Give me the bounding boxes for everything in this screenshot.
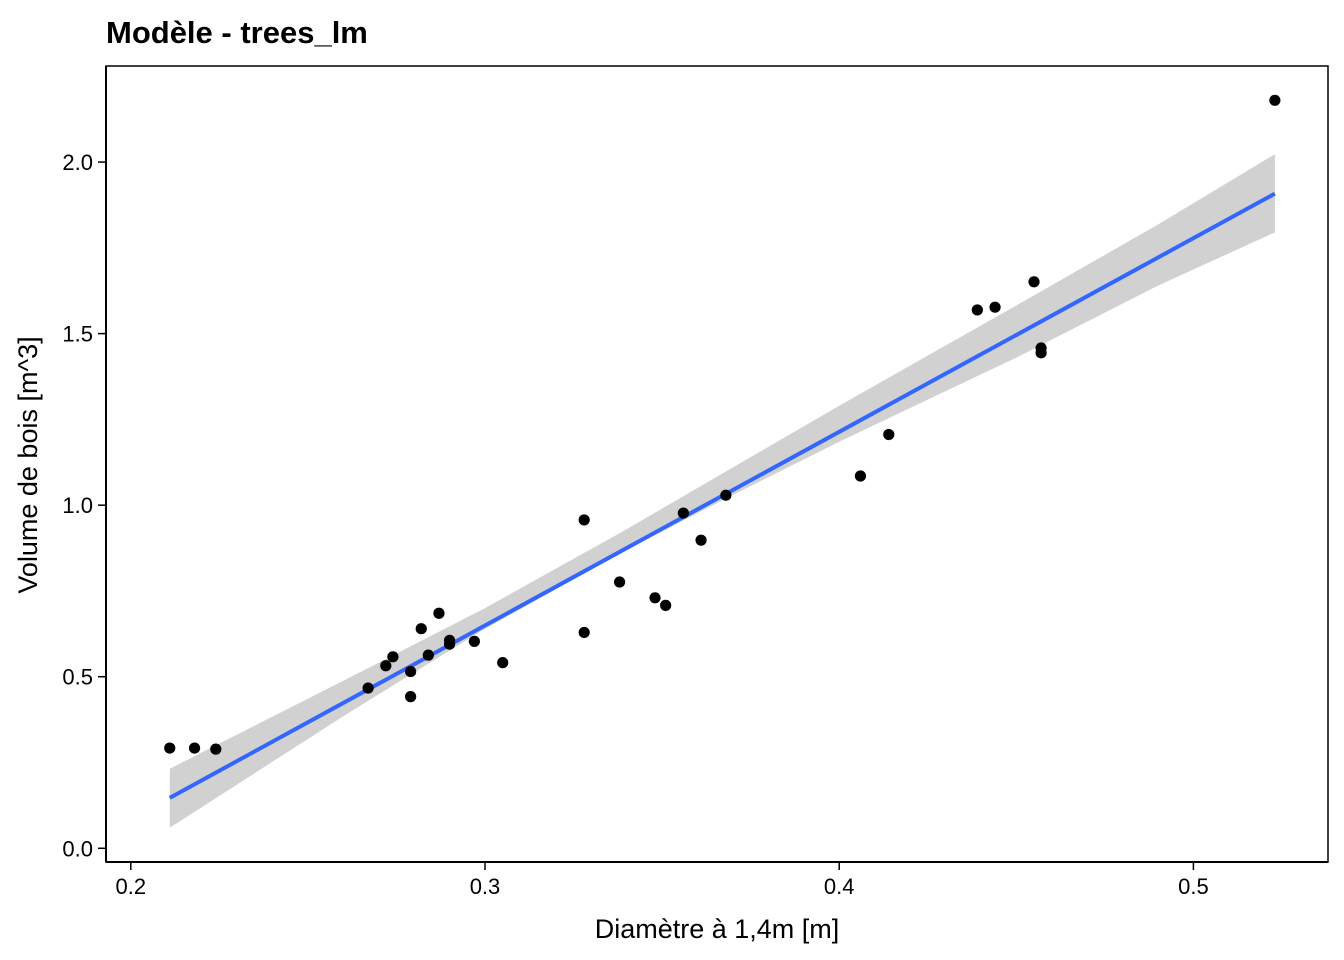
data-point-22 — [720, 490, 731, 501]
data-point-20 — [678, 507, 689, 518]
data-point-27 — [1028, 276, 1039, 287]
data-point-14 — [497, 657, 508, 668]
data-point-4 — [380, 660, 391, 671]
data-point-8 — [416, 623, 427, 634]
x-axis-label: Diamètre à 1,4m [m] — [595, 914, 840, 944]
data-point-1 — [189, 742, 200, 753]
data-point-23 — [855, 470, 866, 481]
y-tick-label-4: 2.0 — [62, 150, 93, 175]
data-point-19 — [660, 600, 671, 611]
data-point-0 — [164, 742, 175, 753]
data-point-16 — [579, 627, 590, 638]
data-point-9 — [423, 650, 434, 661]
x-tick-label-0: 0.2 — [115, 874, 146, 899]
y-tick-label-2: 1.0 — [62, 493, 93, 518]
data-point-25 — [972, 304, 983, 315]
y-axis-label: Volume de bois [m^3] — [13, 336, 43, 593]
data-point-12 — [444, 639, 455, 650]
y-tick-label-3: 1.5 — [62, 322, 93, 347]
data-point-10 — [433, 608, 444, 619]
x-tick-label-3: 0.5 — [1178, 874, 1209, 899]
data-point-6 — [405, 666, 416, 677]
y-tick-label-1: 0.5 — [62, 665, 93, 690]
chart-title: Modèle - trees_lm — [106, 15, 368, 50]
chart: Modèle - trees_lm 0.2 0.3 0.4 0.5 0.0 0.5 1.0 1… — [0, 0, 1344, 960]
data-point-2 — [210, 744, 221, 755]
x-tick-label-1: 0.3 — [470, 874, 501, 899]
y-tick-label-0: 0.0 — [62, 836, 93, 861]
data-point-18 — [649, 592, 660, 603]
x-tick-label-2: 0.4 — [824, 874, 855, 899]
data-point-30 — [1269, 95, 1280, 106]
data-point-15 — [579, 514, 590, 525]
data-point-3 — [363, 682, 374, 693]
data-point-5 — [387, 651, 398, 662]
data-point-29 — [1035, 347, 1046, 358]
data-point-24 — [883, 429, 894, 440]
data-point-7 — [405, 691, 416, 702]
data-point-21 — [695, 535, 706, 546]
data-point-13 — [469, 636, 480, 647]
data-point-17 — [614, 576, 625, 587]
data-point-26 — [989, 302, 1000, 313]
